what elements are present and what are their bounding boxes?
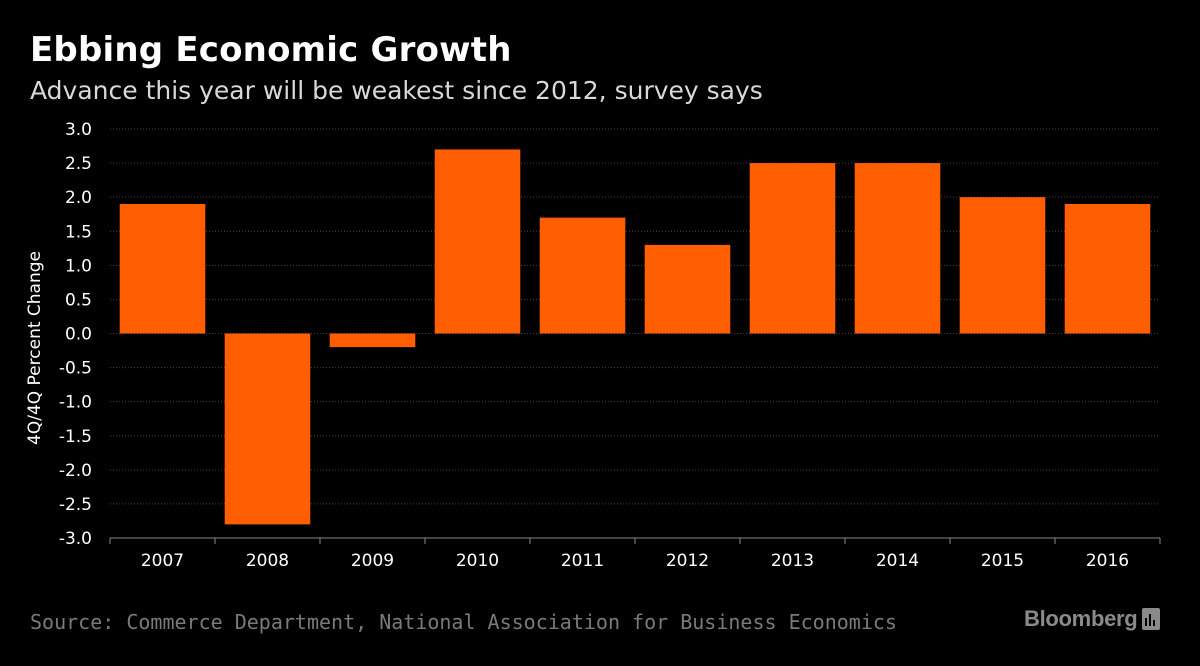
bars: [119, 149, 1151, 525]
brand-name: Bloomberg: [1024, 606, 1138, 631]
chart-subtitle: Advance this year will be weakest since …: [30, 76, 763, 105]
bloomberg-logo-icon: [1142, 608, 1161, 630]
x-tick-label: 2009: [351, 551, 394, 571]
bar-2009: [329, 333, 416, 348]
x-tick-label: 2013: [771, 551, 814, 571]
bar-2010: [434, 149, 521, 334]
x-tick-label: 2010: [456, 551, 499, 571]
y-tick-label: 3.0: [65, 120, 92, 140]
y-tick-label: 2.5: [65, 154, 92, 174]
y-tick-label: 2.0: [65, 188, 92, 208]
y-tick-label: 1.5: [65, 222, 92, 242]
y-tick-label: 1.0: [65, 256, 92, 276]
x-tick-label: 2015: [981, 551, 1024, 571]
x-tick-label: 2014: [876, 551, 919, 571]
y-tick-label: 0.0: [65, 325, 92, 345]
bar-2016: [1064, 203, 1151, 334]
chart-title: Ebbing Economic Growth: [30, 30, 512, 70]
bar-2007: [119, 203, 206, 334]
y-axis-label: 4Q/4Q Percent Change: [25, 251, 45, 445]
bar-chart: 3.0 2.5 2.0 1.5 1.0 0.5 0.0 -0.5 -1.0 -1.5 -2.0 -2.…: [25, 120, 1161, 571]
bar-2011: [539, 217, 626, 334]
axes: 3.0 2.5 2.0 1.5 1.0 0.5 0.0 -0.5 -1.0 -1.5 -2.0 -2.…: [59, 120, 1161, 571]
y-tick-label: -3.0: [59, 529, 92, 549]
y-tick-label: -0.5: [59, 359, 92, 379]
x-tick-label: 2011: [561, 551, 604, 571]
y-tick-label: -1.5: [59, 427, 92, 447]
x-tick-label: 2008: [246, 551, 289, 571]
y-tick-label: -2.5: [59, 495, 92, 515]
brand-logo: Bloomberg: [1024, 606, 1161, 632]
y-tick-label: 0.5: [65, 290, 92, 310]
bar-2012: [644, 244, 731, 334]
source-note: Source: Commerce Department, National As…: [30, 610, 897, 634]
bar-2014: [854, 163, 941, 334]
y-tick-label: -1.0: [59, 393, 92, 413]
x-tick-label: 2007: [141, 551, 184, 571]
bar-2015: [959, 197, 1046, 334]
x-tick-label: 2016: [1086, 551, 1129, 571]
x-tick-label: 2012: [666, 551, 709, 571]
bar-2013: [749, 163, 836, 334]
bar-2008: [224, 333, 311, 525]
y-tick-label: -2.0: [59, 461, 92, 481]
